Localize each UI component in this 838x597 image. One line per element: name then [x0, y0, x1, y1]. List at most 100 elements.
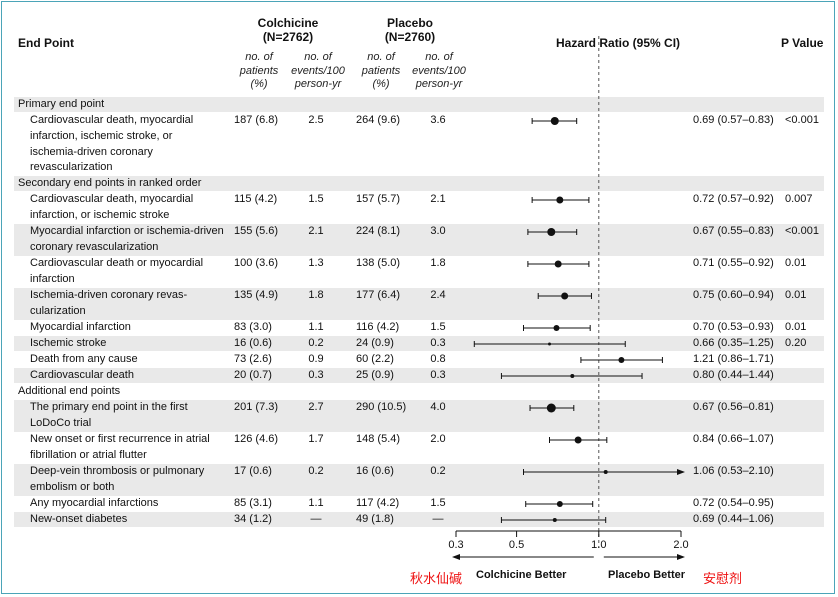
- row-placebo-patients: 16 (0.6): [356, 465, 394, 477]
- row-placebo-events: 1.5: [430, 321, 446, 333]
- point-estimate: [547, 228, 556, 236]
- row-colchicine-events: 2.1: [308, 225, 324, 237]
- row-colchicine-patients: 83 (3.0): [234, 321, 272, 333]
- row-placebo-patients: 264 (9.6): [356, 114, 401, 126]
- header-end-point: End Point: [18, 36, 74, 50]
- point-estimate: [618, 357, 625, 363]
- row-placebo-events: 3.0: [430, 225, 446, 237]
- row-colchicine-events: 1.5: [308, 193, 324, 205]
- band-section-primary: [14, 97, 824, 112]
- row-placebo-patients: 157 (5.7): [356, 193, 401, 205]
- row-label: New-onset diabetes: [30, 513, 128, 525]
- header-p-value: P Value: [781, 36, 824, 50]
- ci-arrow-high: [677, 469, 685, 475]
- point-estimate: [561, 292, 569, 300]
- row-placebo-events: 2.0: [430, 433, 446, 445]
- row-colchicine-patients: 85 (3.1): [234, 497, 272, 509]
- point-estimate: [570, 374, 575, 378]
- row-hazard-ratio: 0.70 (0.53–0.93): [693, 321, 774, 333]
- row-p-value: 0.20: [785, 337, 807, 349]
- row-label: Any myocardial infarctions: [30, 497, 159, 509]
- row-placebo-patients: 148 (5.4): [356, 433, 401, 445]
- row-label: Deep-vein thrombosis or pulmonary emboli…: [30, 465, 205, 493]
- band-row: [14, 288, 824, 320]
- row-placebo-patients: 24 (0.9): [356, 337, 394, 349]
- row-colchicine-events: 0.2: [308, 465, 324, 477]
- row-colchicine-patients: 126 (4.6): [234, 433, 279, 445]
- row-placebo-events: 0.8: [430, 353, 446, 365]
- row-colchicine-patients: 187 (6.8): [234, 114, 279, 126]
- row-label: Cardiovascular death, myocardial infarct…: [30, 114, 194, 174]
- row-colchicine-events: 1.8: [308, 289, 324, 301]
- sub-p-events: no. of events/100 person-yr: [412, 51, 466, 90]
- row-placebo-events: 4.0: [430, 401, 446, 413]
- row-hazard-ratio: 0.72 (0.54–0.95): [693, 497, 774, 509]
- header-hazard-ratio: Hazard Ratio (95% CI): [556, 36, 681, 50]
- row-p-value: 0.01: [785, 257, 807, 269]
- row-hazard-ratio: 0.67 (0.55–0.83): [693, 225, 774, 237]
- point-estimate: [556, 501, 563, 507]
- row-label: Myocardial infarction: [30, 321, 131, 333]
- row-p-value: <0.001: [785, 225, 819, 237]
- row-colchicine-patients: 73 (2.6): [234, 353, 272, 365]
- row-hazard-ratio: 0.72 (0.57–0.92): [693, 193, 774, 205]
- row-p-value: <0.001: [785, 114, 819, 126]
- band-row: [14, 400, 824, 432]
- row-hazard-ratio: 0.71 (0.55–0.92): [693, 257, 774, 269]
- row-placebo-events: 2.1: [430, 193, 446, 205]
- x-tick-label: 1.0: [591, 539, 606, 551]
- row-placebo-patients: 177 (6.4): [356, 289, 401, 301]
- point-estimate: [556, 196, 564, 204]
- row-colchicine-patients: 201 (7.3): [234, 401, 279, 413]
- row-placebo-events: 0.3: [430, 337, 446, 349]
- row-colchicine-patients: 100 (3.6): [234, 257, 279, 269]
- row-colchicine-events: 0.3: [308, 369, 324, 381]
- point-estimate: [553, 325, 560, 331]
- row-colchicine-patients: 20 (0.7): [234, 369, 272, 381]
- row-placebo-events: 1.8: [430, 257, 446, 269]
- row-placebo-patients: 116 (4.2): [356, 321, 400, 333]
- row-placebo-events: —: [432, 513, 444, 525]
- point-estimate: [552, 518, 557, 522]
- row-label: Cardiovascular death: [30, 369, 134, 381]
- row-placebo-patients: 60 (2.2): [356, 353, 394, 365]
- band-row: [14, 336, 824, 351]
- sub-c-events: no. of events/100 person-yr: [291, 51, 345, 90]
- row-placebo-events: 1.5: [430, 497, 446, 509]
- row-placebo-patients: 117 (4.2): [356, 497, 400, 509]
- section-title: Secondary end points in ranked order: [18, 177, 202, 189]
- row-hazard-ratio: 0.80 (0.44–1.44): [693, 369, 774, 381]
- row-label: Cardiovascular death or myocardial infar…: [30, 257, 204, 285]
- placebo-better-label: Placebo Better: [608, 569, 686, 581]
- row-hazard-ratio: 1.21 (0.86–1.71): [693, 353, 774, 365]
- row-colchicine-events: 0.9: [308, 353, 324, 365]
- row-colchicine-events: 1.7: [308, 433, 324, 445]
- band-section-secondary: [14, 176, 824, 191]
- point-estimate: [554, 260, 562, 268]
- x-tick-label: 0.3: [448, 539, 463, 551]
- point-estimate: [550, 117, 559, 125]
- row-placebo-patients: 49 (1.8): [356, 513, 394, 525]
- row-colchicine-events: 0.2: [308, 337, 324, 349]
- row-label: Myocardial infarction or ischemia-driven…: [30, 225, 224, 253]
- row-hazard-ratio: 0.75 (0.60–0.94): [693, 289, 774, 301]
- row-placebo-patients: 25 (0.9): [356, 369, 394, 381]
- row-label: Ischemia-driven coronary revas-cularizat…: [30, 289, 188, 317]
- placebo-better-arrowhead: [677, 554, 685, 560]
- colchicine-better-arrowhead: [452, 554, 460, 560]
- row-hazard-ratio: 0.69 (0.44–1.06): [693, 513, 774, 525]
- row-placebo-events: 2.4: [430, 289, 446, 301]
- sub-p-patients: no. of patients (%): [361, 51, 401, 90]
- row-placebo-events: 0.3: [430, 369, 446, 381]
- row-colchicine-events: —: [310, 513, 322, 525]
- colchicine-title: Colchicine: [257, 16, 319, 30]
- point-estimate: [548, 342, 552, 346]
- placebo-n: (N=2760): [384, 30, 436, 44]
- row-colchicine-patients: 34 (1.2): [234, 513, 272, 525]
- row-hazard-ratio: 0.69 (0.57–0.83): [693, 114, 774, 126]
- row-hazard-ratio: 0.84 (0.66–1.07): [693, 433, 774, 445]
- annotation-placebo-chinese: 安慰剂: [703, 571, 743, 586]
- row-p-value: 0.01: [785, 321, 807, 333]
